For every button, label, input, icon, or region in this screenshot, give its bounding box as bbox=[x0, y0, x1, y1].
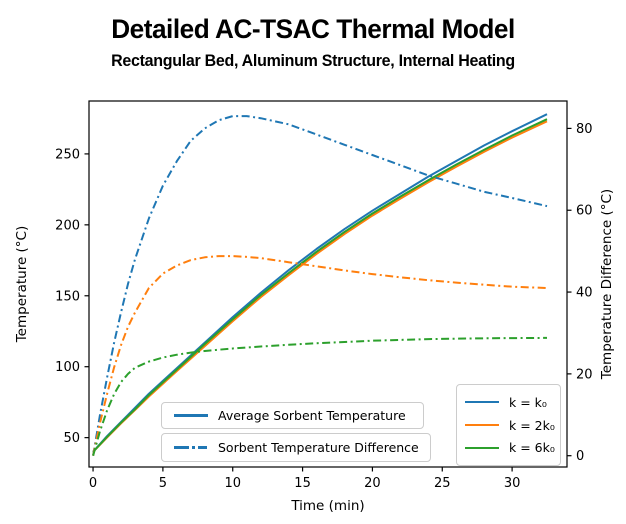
svg-text:40: 40 bbox=[576, 286, 593, 301]
svg-text:0: 0 bbox=[576, 449, 584, 464]
svg-text:250: 250 bbox=[55, 147, 80, 162]
series-solid-2ca02c bbox=[92, 118, 548, 453]
legend-average-sorbent-temperature: Average Sorbent Temperature bbox=[161, 402, 424, 429]
series-dashdot-ff7f0e bbox=[92, 255, 548, 456]
svg-text:100: 100 bbox=[55, 360, 80, 375]
legend-entry-k0: k = k₀ bbox=[465, 391, 552, 414]
svg-text:25: 25 bbox=[434, 476, 451, 491]
2k0-line-swatch bbox=[465, 423, 499, 427]
svg-text:10: 10 bbox=[224, 476, 241, 491]
legend-entry-6k0: k = 6k₀ bbox=[465, 436, 555, 459]
svg-text:20: 20 bbox=[576, 367, 593, 382]
chart-title: Detailed AC-TSAC Thermal Model bbox=[111, 14, 515, 44]
legend-label: Average Sorbent Temperature bbox=[218, 408, 406, 423]
legend-k-values: k = k₀ k = 2k₀ k = 6k₀ bbox=[456, 384, 561, 466]
legend-entry-dashdot: Sorbent Temperature Difference bbox=[174, 440, 419, 455]
svg-text:5: 5 bbox=[159, 476, 167, 491]
legend-label: k = 2k₀ bbox=[509, 417, 555, 433]
y-axis-label-right: Temperature Difference (°C) bbox=[599, 189, 615, 380]
svg-text:150: 150 bbox=[55, 289, 80, 304]
series-dashdot-1f77b4 bbox=[92, 115, 548, 456]
series-dashdot-2ca02c bbox=[92, 336, 548, 456]
legend-label: k = k₀ bbox=[509, 394, 547, 410]
svg-text:0: 0 bbox=[89, 476, 97, 491]
svg-text:200: 200 bbox=[55, 218, 80, 233]
legend-entry-solid: Average Sorbent Temperature bbox=[174, 408, 406, 423]
legend-label: Sorbent Temperature Difference bbox=[218, 440, 419, 455]
series-solid-1f77b4 bbox=[92, 113, 548, 453]
svg-text:30: 30 bbox=[504, 476, 521, 491]
chart-subtitle: Rectangular Bed, Aluminum Structure, Int… bbox=[111, 52, 515, 70]
y-axis-label-left: Temperature (°C) bbox=[14, 226, 30, 344]
dashdot-line-swatch bbox=[174, 446, 208, 449]
legend-entry-2k0: k = 2k₀ bbox=[465, 414, 555, 437]
6k0-line-swatch bbox=[465, 446, 499, 449]
svg-text:15: 15 bbox=[294, 476, 311, 491]
solid-line-swatch bbox=[174, 414, 208, 417]
plot-border bbox=[88, 100, 568, 468]
svg-text:60: 60 bbox=[576, 204, 593, 219]
svg-text:50: 50 bbox=[63, 431, 80, 446]
k0-line-swatch bbox=[465, 401, 499, 404]
axis-ticks: 0 5 10 15 20 25 30 50 100 150 200 250 0 20 40 60 80 bbox=[55, 122, 592, 491]
svg-text:20: 20 bbox=[364, 476, 381, 491]
series-lines bbox=[92, 113, 548, 456]
legend-label: k = 6k₀ bbox=[509, 440, 555, 456]
svg-text:80: 80 bbox=[576, 122, 593, 137]
x-axis-label: Time (min) bbox=[290, 498, 364, 514]
legend-sorbent-temperature-difference: Sorbent Temperature Difference bbox=[161, 433, 431, 462]
